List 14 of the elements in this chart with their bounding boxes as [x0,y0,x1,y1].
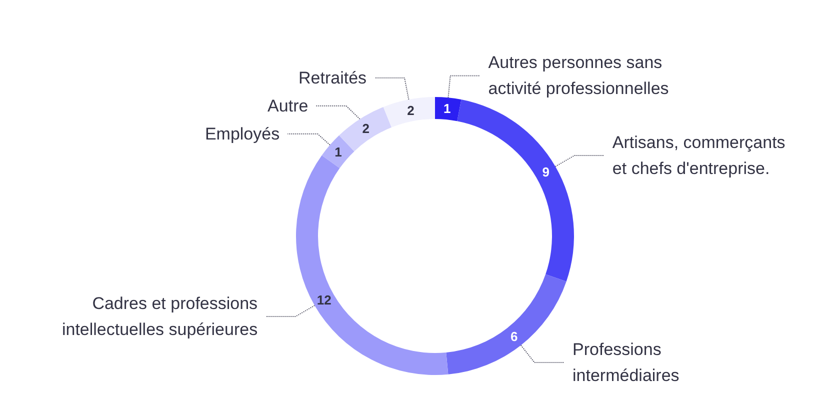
slice-label: Professions intermédiaires [572,340,680,386]
data-label: 1 [444,101,451,116]
data-label: 2 [407,102,414,118]
slice-label: Cadres et professions intellectuelles supérieures [62,294,258,339]
data-label: 12 [316,292,332,308]
slice-label: Employés [204,124,280,144]
slice-label: Retraités [298,68,367,88]
slice-label: Autre [268,96,308,116]
data-label: 9 [542,164,550,180]
data-label: 6 [510,329,518,344]
slice-label: Artisans, commerçants et chefs d'entreprise. [612,133,786,178]
slice-label: Autres personnes sans activité professionnelles [488,53,669,98]
data-label: 1 [334,144,342,160]
data-label: 2 [362,120,370,136]
